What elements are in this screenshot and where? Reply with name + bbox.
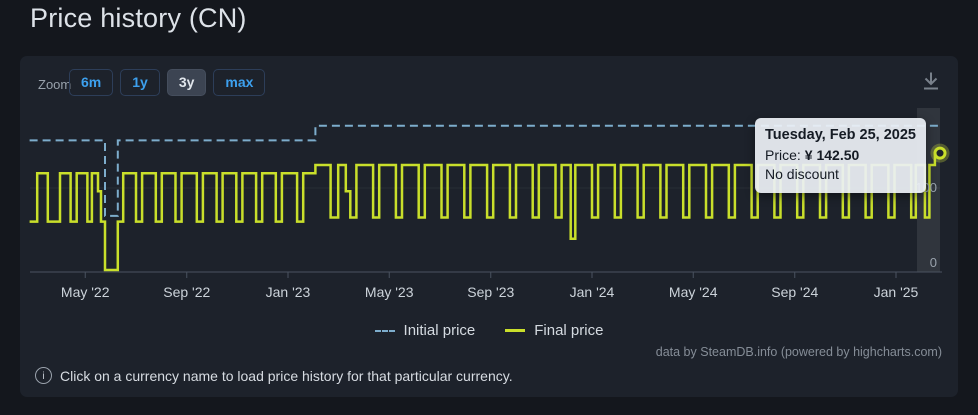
x-axis-label: Jan '24 xyxy=(570,284,615,300)
legend-label-initial: Initial price xyxy=(403,322,476,339)
zoom-button-3y[interactable]: 3y xyxy=(166,69,207,96)
zoom-button-6m[interactable]: 6m xyxy=(69,69,114,96)
initial-price-line xyxy=(29,124,941,217)
x-axis-label: Jan '23 xyxy=(266,284,311,300)
credits[interactable]: data by SteamDB.info (powered by highcha… xyxy=(655,345,942,359)
download-icon-glyph xyxy=(924,72,938,90)
info-icon: i xyxy=(35,367,52,384)
price-history-panel: Zoom 6m 1y 3y max May '22 Sep '22 Jan '23 May … xyxy=(20,56,958,397)
page-title: Price history (CN) xyxy=(30,3,247,33)
zoom-range-label: Zoom xyxy=(38,77,72,92)
zoom-button-1y[interactable]: 1y xyxy=(120,69,160,96)
x-axis-label: May '24 xyxy=(669,284,718,300)
x-axis-label: Sep '23 xyxy=(467,284,514,300)
zoom-button-max[interactable]: max xyxy=(213,69,266,96)
y-axis-label: 0 xyxy=(930,255,937,270)
x-axis-label: May '23 xyxy=(365,284,414,300)
initial-price-dash-swatch xyxy=(374,329,395,332)
final-price-line-swatch xyxy=(505,329,526,332)
legend-label-final: Final price xyxy=(534,322,604,339)
chart-legend: Initial price Final price xyxy=(20,322,958,339)
chart-tooltip: Tuesday, Feb 25, 2025 Price: ¥ 142.50 No … xyxy=(755,118,926,194)
tooltip-date: Tuesday, Feb 25, 2025 xyxy=(765,127,916,143)
zoom-buttons: 6m 1y 3y max xyxy=(69,69,266,96)
price-history-chart[interactable]: May '22 Sep '22 Jan '23 May '23 Sep '23 Jan '… xyxy=(20,106,958,306)
tooltip-price-line: Price: ¥ 142.50 xyxy=(765,146,916,166)
footer-note-bar: i Click on a currency name to load price… xyxy=(35,367,513,384)
footer-note-text: Click on a currency name to load price h… xyxy=(60,367,513,384)
x-axis-label: Sep '24 xyxy=(771,284,818,300)
hover-marker xyxy=(933,146,947,160)
x-axis-label: May '22 xyxy=(61,284,110,300)
x-axis-label: Sep '22 xyxy=(163,284,210,300)
legend-item-final-price[interactable]: Final price xyxy=(505,322,603,339)
tooltip-discount: No discount xyxy=(765,166,839,183)
x-axis-label: Jan '25 xyxy=(874,284,919,300)
tooltip-price-value: ¥ 142.50 xyxy=(804,146,860,163)
legend-item-initial-price[interactable]: Initial price xyxy=(374,322,476,339)
tooltip-price-label: Price: xyxy=(765,146,801,163)
download-icon[interactable] xyxy=(919,69,943,93)
